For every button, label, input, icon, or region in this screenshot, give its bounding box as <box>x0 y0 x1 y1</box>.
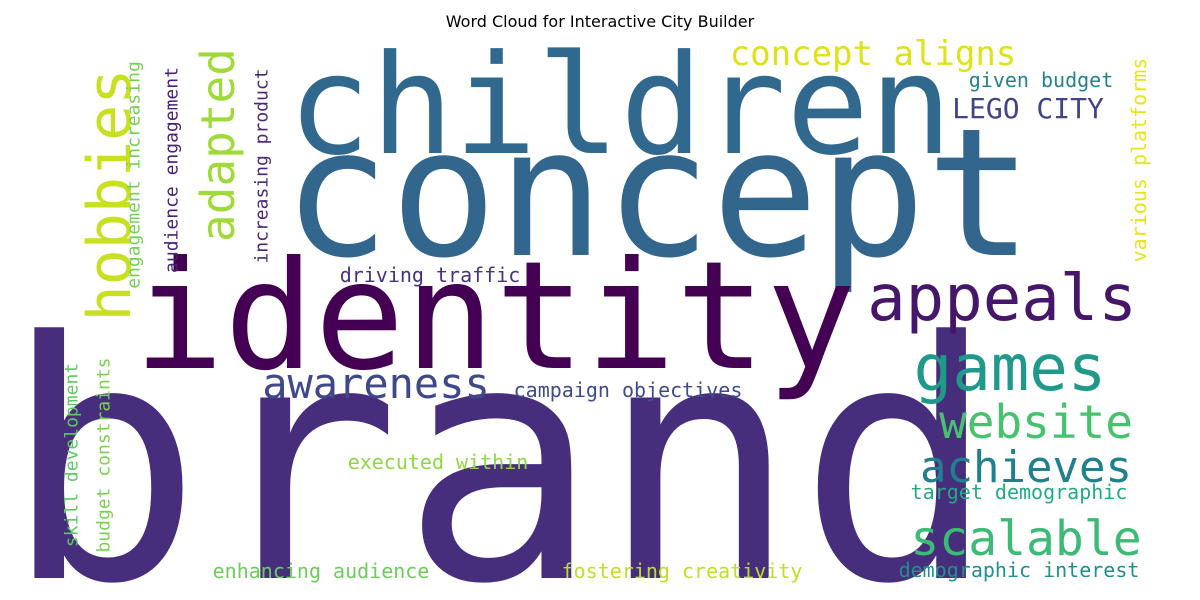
word-website: website <box>939 395 1133 449</box>
word-enhancing-audience: enhancing audience <box>213 559 430 583</box>
word-given-budget: given budget <box>969 68 1114 92</box>
word-appeals: appeals <box>867 262 1137 336</box>
word-awareness: awareness <box>262 359 490 408</box>
word-scalable: scalable <box>910 511 1141 567</box>
word-children: children <box>288 25 953 186</box>
word-demographic-interest: demographic interest <box>899 558 1140 582</box>
word-achieves: achieves <box>920 442 1132 493</box>
word-executed-within: executed within <box>348 450 529 474</box>
word-fostering-creativity: fostering creativity <box>562 559 803 583</box>
word-concept-aligns: concept aligns <box>730 34 1017 74</box>
word-lego-city: LEGO CITY <box>952 92 1104 125</box>
chart-title: Word Cloud for Interactive City Builder <box>445 12 755 31</box>
word-increasing-product: increasing product <box>252 68 273 263</box>
word-target-demographic: target demographic <box>911 480 1128 504</box>
word-various-platforms: various platforms <box>1127 58 1151 263</box>
word-brand: brand <box>3 272 996 600</box>
word-identity: identity <box>134 230 856 404</box>
word-adapted: adapted <box>191 48 245 242</box>
word-engagement-increasing: engagement increasing <box>124 61 145 289</box>
word-campaign-objectives: campaign objectives <box>514 378 743 402</box>
word-budget-constraints: budget constraints <box>94 357 115 552</box>
word-driving-traffic: driving traffic <box>340 263 521 287</box>
word-skill-development: skill development <box>62 363 83 547</box>
word-audience-engagement: audience engagement <box>162 67 183 273</box>
word-concept: concept <box>283 90 1033 297</box>
word-hobbies: hobbies <box>75 69 145 322</box>
word-games: games <box>914 332 1107 406</box>
